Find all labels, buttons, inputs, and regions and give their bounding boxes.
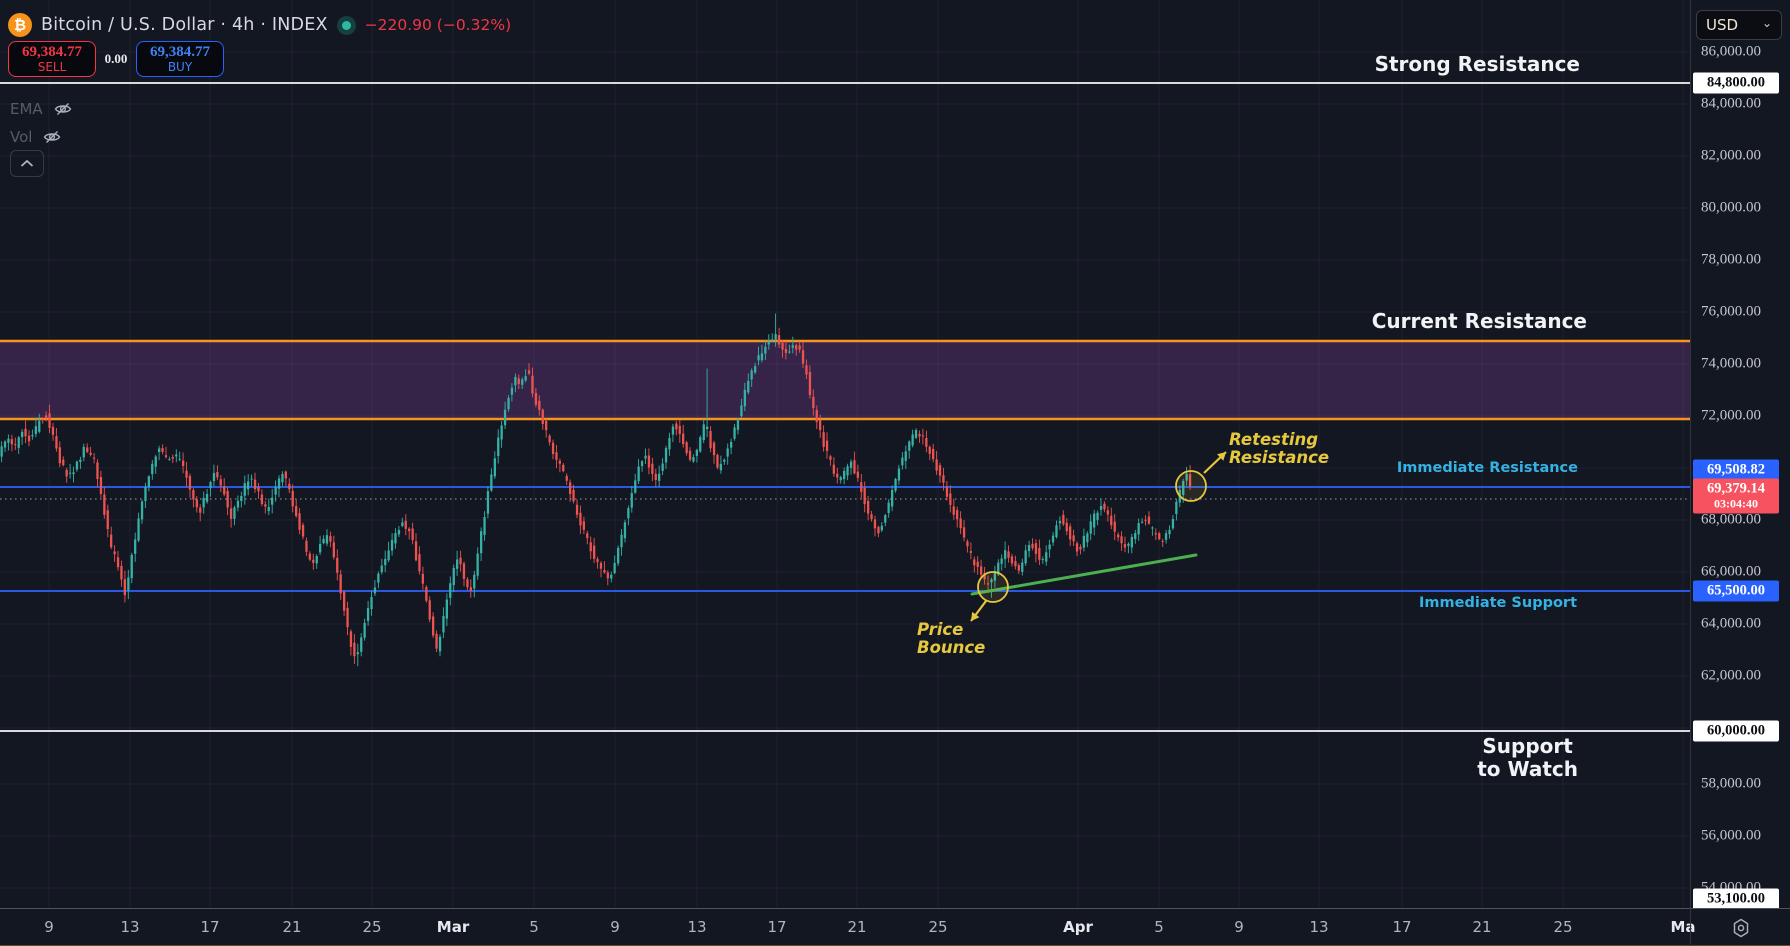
time-tick-label: 21 [282, 918, 302, 936]
price-tick-label: 74,000.00 [1701, 355, 1761, 372]
time-tick-label: 9 [44, 918, 54, 936]
currency-value: USD [1706, 16, 1739, 34]
price-tick-label: 62,000.00 [1701, 667, 1761, 684]
retesting-resistance-annotation[interactable]: Retesting Resistance [1229, 431, 1329, 467]
price-change: −220.90 (−0.32%) [364, 16, 512, 34]
time-tick-label: 17 [767, 918, 787, 936]
price-axis[interactable]: 86,000.00 84,000.00 82,000.00 80,000.00 78,0… [1690, 0, 1790, 910]
candlestick-chart [0, 0, 1690, 908]
time-tick-label: Mar [436, 918, 470, 936]
market-status-icon [336, 15, 356, 35]
time-tick-label: 21 [847, 918, 867, 936]
retesting-line1: Retesting [1229, 430, 1319, 449]
axis-settings-corner [1690, 908, 1790, 946]
immediate-support-label: Immediate Support [1419, 595, 1577, 611]
price-tick-label: 64,000.00 [1701, 615, 1761, 632]
price-tick-label: 58,000.00 [1701, 775, 1761, 792]
price-tick-label: 86,000.00 [1701, 43, 1761, 60]
price-badge: 53,100.00 [1693, 888, 1779, 910]
price-tick-label: 68,000.00 [1701, 511, 1761, 528]
time-tick-label: 5 [1154, 918, 1164, 936]
chevron-up-icon [20, 159, 34, 167]
buy-label: BUY [167, 59, 193, 74]
price-badge: 60,000.00 [1693, 720, 1779, 742]
bitcoin-icon: ₿ [8, 13, 32, 37]
sell-button[interactable]: 69,384.77 SELL [8, 41, 96, 77]
retesting-line2: Resistance [1229, 448, 1330, 467]
ema-label: EMA [10, 100, 43, 118]
buy-price: 69,384.77 [150, 43, 210, 60]
indicator-vol: Vol [10, 127, 62, 147]
time-axis[interactable]: 9 13 17 21 25 Mar 5 9 13 17 21 25 Apr 5 9 13 17 21 25 Ma [0, 908, 1790, 946]
immediate-resistance-label: Immediate Resistance [1396, 460, 1578, 476]
price-tick-label: 82,000.00 [1701, 147, 1761, 164]
hide-ema-icon[interactable] [53, 99, 73, 119]
symbol-header[interactable]: ₿ Bitcoin / U.S. Dollar · 4h · INDEX −22… [8, 13, 511, 37]
spread-value: 0.00 [104, 51, 128, 66]
current-resistance-label: Current Resistance [1371, 309, 1587, 333]
time-tick-label: 9 [610, 918, 620, 936]
collapse-indicators-button[interactable] [10, 150, 44, 177]
order-panel: 69,384.77 SELL 0.00 69,384.77 BUY [8, 41, 224, 77]
price-tick-label: 56,000.00 [1701, 827, 1761, 844]
time-tick-label: 17 [200, 918, 220, 936]
time-tick-label: Apr [1063, 918, 1093, 936]
price-tick-label: 72,000.00 [1701, 407, 1761, 424]
countdown-timer: 03:04:40 [1714, 496, 1758, 511]
price-bounce-annotation[interactable]: Price Bounce [917, 621, 985, 657]
symbol-title: Bitcoin / U.S. Dollar · 4h · INDEX [41, 15, 328, 35]
support-to-watch-line1: Support [1482, 734, 1573, 758]
time-tick-label: 13 [120, 918, 140, 936]
gear-icon[interactable] [1730, 917, 1752, 939]
support-to-watch-line2: to Watch [1477, 757, 1578, 781]
time-tick-label: Ma [1670, 918, 1696, 936]
price-badge: 69,508.82 [1693, 459, 1779, 481]
time-tick-label: 13 [1309, 918, 1329, 936]
chevron-down-icon: ⌄ [1761, 16, 1772, 30]
time-tick-label: 21 [1472, 918, 1492, 936]
sell-price: 69,384.77 [22, 43, 82, 60]
chart-canvas[interactable]: Strong Resistance Current Resistance Imm… [0, 0, 1690, 908]
vol-label: Vol [10, 128, 33, 146]
time-tick-label: 25 [362, 918, 382, 936]
time-tick-label: 17 [1392, 918, 1412, 936]
price-tick-label: 80,000.00 [1701, 199, 1761, 216]
price-tick-label: 76,000.00 [1701, 303, 1761, 320]
time-tick-label: 13 [687, 918, 707, 936]
bounce-line1: Price [917, 620, 964, 639]
bounce-line2: Bounce [917, 638, 986, 657]
price-tick-label: 84,000.00 [1701, 95, 1761, 112]
currency-dropdown[interactable]: USD ⌄ [1696, 10, 1782, 40]
price-badge: 65,500.00 [1693, 580, 1779, 602]
strong-resistance-label: Strong Resistance [1374, 52, 1580, 76]
price-tick-label: 66,000.00 [1701, 563, 1761, 580]
price-tick-label: 78,000.00 [1701, 251, 1761, 268]
hide-vol-icon[interactable] [42, 127, 62, 147]
price-badge: 69,379.14 03:04:40 [1693, 478, 1779, 514]
support-to-watch-label: Support to Watch [1477, 735, 1578, 781]
time-tick-label: 25 [928, 918, 948, 936]
time-tick-label: 25 [1553, 918, 1573, 936]
price-badge: 84,800.00 [1693, 72, 1779, 94]
time-tick-label: 5 [529, 918, 539, 936]
buy-button[interactable]: 69,384.77 BUY [136, 41, 224, 77]
sell-label: SELL [37, 59, 67, 74]
indicator-ema: EMA [10, 99, 73, 119]
time-tick-label: 9 [1234, 918, 1244, 936]
